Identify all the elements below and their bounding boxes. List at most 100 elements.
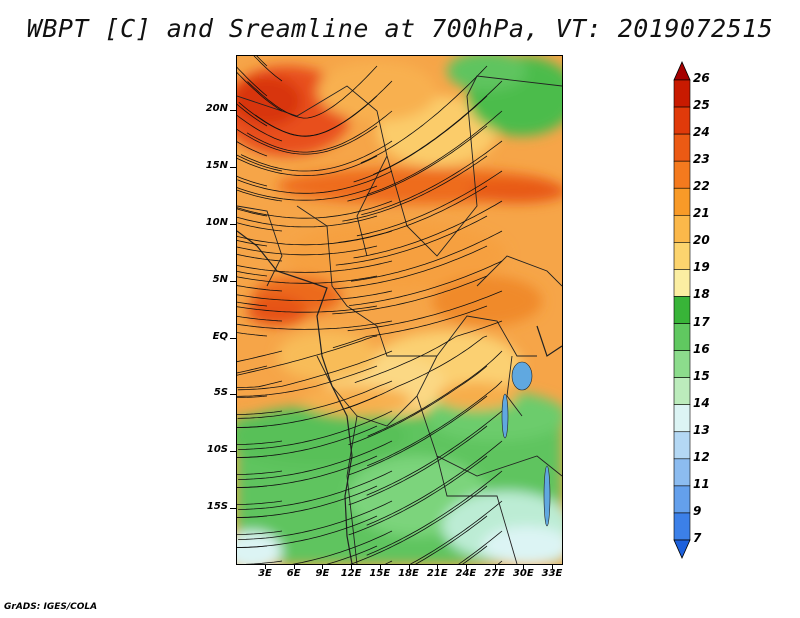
streamline xyxy=(237,245,378,256)
streamline xyxy=(237,380,283,388)
streamline xyxy=(354,320,503,383)
streamline xyxy=(409,500,503,564)
colorbar-label: 21 xyxy=(693,206,710,221)
streamline xyxy=(237,66,268,97)
colorbar-label: 11 xyxy=(693,476,710,491)
streamline xyxy=(237,560,283,564)
colorbar-segment xyxy=(673,296,691,324)
streamline xyxy=(237,301,268,307)
colorbar-label: 9 xyxy=(693,503,702,518)
streamline xyxy=(237,253,283,262)
lon-label: 9E xyxy=(315,568,330,579)
streamline xyxy=(237,455,268,458)
lon-label: 18E xyxy=(398,568,419,579)
streamline xyxy=(237,485,268,488)
lat-label: 10S xyxy=(206,444,228,455)
streamline xyxy=(237,141,268,157)
streamline xyxy=(347,125,488,202)
streamline xyxy=(237,215,378,228)
colorbar-segment xyxy=(673,214,691,243)
streamline xyxy=(253,56,283,82)
lat-tick xyxy=(230,224,236,225)
streamline xyxy=(237,350,283,363)
chart-title: WBPT [C] and Sreamline at 700hPa, VT: 20… xyxy=(26,14,774,43)
lon-label: 21E xyxy=(426,568,448,579)
colorbar-label: 26 xyxy=(693,71,710,85)
lat-tick xyxy=(230,281,236,282)
lat-label: 5N xyxy=(212,274,228,285)
streamline xyxy=(348,365,488,446)
streamline xyxy=(348,455,488,536)
streamline xyxy=(237,175,268,187)
lon-tick xyxy=(437,564,439,569)
streamline xyxy=(237,440,283,445)
colorbar-segment xyxy=(673,323,691,351)
colorbar-segment xyxy=(673,485,691,514)
streamline xyxy=(367,380,503,467)
streamline xyxy=(497,560,503,564)
streamline xyxy=(237,260,393,273)
colorbar-label: 17 xyxy=(693,314,710,329)
streamline xyxy=(237,515,268,518)
streamline xyxy=(237,155,378,177)
streamline xyxy=(384,560,393,564)
colorbar-segment xyxy=(673,79,691,108)
streamline xyxy=(237,275,378,284)
streamline xyxy=(332,305,488,349)
streamline xyxy=(458,530,503,564)
streamline xyxy=(333,245,488,290)
streamline xyxy=(326,545,378,564)
streamline xyxy=(237,332,268,337)
lon-tick xyxy=(293,564,295,569)
streamline xyxy=(237,530,283,535)
colorbar-segment xyxy=(673,458,691,487)
lakes xyxy=(501,361,551,527)
streamline xyxy=(291,530,393,564)
lon-label: 3E xyxy=(258,568,272,579)
streamline xyxy=(237,230,393,246)
streamline xyxy=(237,425,268,428)
lon-tick xyxy=(351,564,353,569)
colorbar-segment xyxy=(673,187,691,216)
colorbar-label: 22 xyxy=(693,179,710,194)
streamline xyxy=(361,140,503,216)
streamline xyxy=(366,110,503,195)
lat-label: 15S xyxy=(206,501,228,512)
colorbar-segment xyxy=(673,160,691,189)
streamline xyxy=(367,350,503,437)
lon-label: 12E xyxy=(340,568,362,579)
streamline xyxy=(237,170,393,194)
streamline xyxy=(237,185,378,201)
colorbar-label: 25 xyxy=(693,98,710,113)
colorbar-segment xyxy=(673,377,691,406)
streamline xyxy=(237,285,283,292)
streamline xyxy=(415,515,488,564)
streamline xyxy=(237,470,283,475)
lat-label: 20N xyxy=(205,103,228,114)
lat-label: 15N xyxy=(205,160,228,171)
streamline xyxy=(237,125,378,155)
lat-tick xyxy=(230,110,236,111)
streamline xyxy=(238,95,378,137)
colorbar-top-arrow xyxy=(673,61,691,81)
streamline xyxy=(348,425,488,506)
streamline xyxy=(462,545,488,564)
streamlines xyxy=(237,56,503,564)
map-panel xyxy=(236,55,563,565)
streamline xyxy=(237,365,378,397)
lon-label: 27E xyxy=(484,568,505,579)
streamline xyxy=(237,290,393,301)
streamline xyxy=(342,155,488,222)
lat-label: 5S xyxy=(213,387,228,398)
lon-tick xyxy=(552,564,553,569)
lon-tick xyxy=(265,564,266,569)
streamline xyxy=(237,320,393,330)
streamline xyxy=(237,103,268,127)
streamline xyxy=(237,500,283,505)
streamline xyxy=(366,470,503,556)
streamline xyxy=(347,290,503,332)
streamline xyxy=(366,440,503,526)
colorbar-segment xyxy=(673,512,691,541)
streamline xyxy=(366,410,503,496)
streamline xyxy=(240,140,393,172)
